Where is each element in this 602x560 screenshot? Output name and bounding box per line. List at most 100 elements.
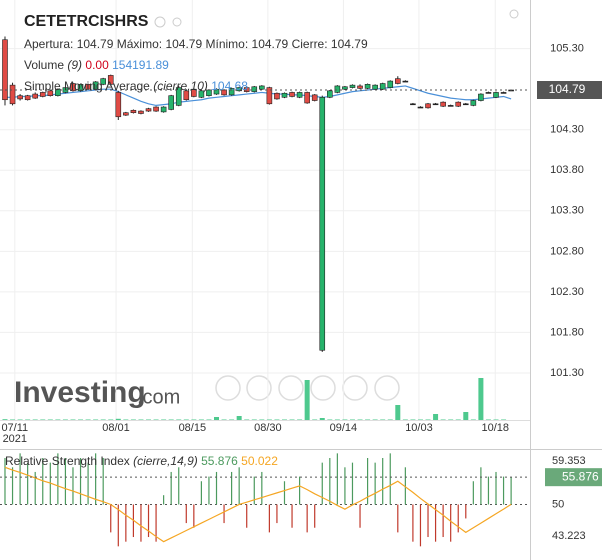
candle-body [17, 95, 23, 100]
candle-body [55, 88, 61, 96]
y-tick-label: 103.80 [550, 164, 584, 176]
candle-body [206, 89, 212, 96]
legend-text: 104.68 [211, 79, 248, 93]
candle-body [304, 92, 310, 104]
volume-bar [115, 418, 121, 420]
candle-body [130, 109, 137, 114]
candle-body [281, 92, 288, 98]
rsi-legend: Relative Strength Index (cierre,14,9) 55… [5, 454, 278, 468]
volume-bar [229, 419, 235, 420]
candle-body [145, 108, 152, 112]
nav-button[interactable] [310, 375, 336, 401]
candle-body [395, 78, 401, 84]
candle-body [9, 84, 16, 105]
candle-body [379, 83, 386, 90]
nav-button[interactable] [374, 375, 400, 401]
rsi-tag-label: 55.876 [562, 469, 599, 483]
candle-body [327, 90, 333, 98]
icon[interactable] [154, 16, 166, 28]
icon[interactable] [172, 17, 182, 27]
icon[interactable] [509, 9, 519, 19]
candle-body [198, 90, 205, 98]
volume-bar [70, 419, 76, 420]
volume-bar [334, 419, 340, 420]
volume-bar [478, 378, 484, 420]
volume-bar [274, 419, 280, 420]
candle-body [357, 85, 363, 89]
volume-bar [25, 419, 31, 420]
candle-body [160, 106, 167, 113]
volume-bar [17, 419, 23, 420]
volume-bar [191, 419, 197, 420]
volume-bar [380, 419, 386, 420]
volume-bar [425, 419, 431, 420]
candle-body [85, 84, 91, 90]
candle-body [455, 101, 462, 107]
year-label: 2021 [3, 433, 27, 445]
legend-text: (cierre,14,9) [133, 454, 198, 468]
y-tick-label: 102.80 [550, 245, 584, 257]
candle-body [500, 92, 507, 94]
volume-bar [395, 405, 401, 420]
volume-bar [485, 419, 491, 420]
candle-body [478, 93, 484, 101]
nav-button[interactable] [246, 375, 272, 401]
volume-bar [266, 419, 272, 420]
legend-text: (9) [67, 58, 82, 72]
volume-bar [312, 419, 318, 420]
candle-body [289, 92, 295, 97]
legend-text: 50.022 [241, 454, 278, 468]
candle-body [349, 84, 356, 88]
candle-body [100, 78, 106, 85]
volume-bar [2, 419, 8, 420]
nav-button[interactable] [278, 375, 304, 401]
y-tick-label: 101.30 [550, 367, 584, 379]
volume-bar [281, 419, 287, 420]
volume-bar [501, 419, 507, 420]
legend-text: Apertura: [24, 37, 73, 51]
candle-body [32, 93, 39, 99]
legend-text: 104.79 [252, 37, 289, 51]
candle-body [440, 101, 446, 107]
candle-body [493, 92, 499, 98]
volume-bar [32, 419, 38, 420]
legend-text: Mínimo: [205, 37, 248, 51]
volume-bar [448, 419, 454, 420]
legend-text: Simple Moving Average [24, 79, 150, 93]
volume-bar [251, 419, 257, 420]
volume-bar [387, 419, 393, 420]
candle-body [213, 88, 220, 95]
candle-body [296, 92, 303, 98]
candle-body [175, 87, 182, 106]
volume-bar [259, 419, 265, 420]
candle-body [447, 105, 454, 107]
legend-text: 104.79 [77, 37, 114, 51]
legend-text: 154191.89 [112, 58, 169, 72]
y-tick-label: 43.223 [552, 530, 586, 542]
volume-bar [342, 419, 348, 420]
legend-text: 104.79 [331, 37, 368, 51]
candle-body [470, 100, 477, 106]
volume-bar [47, 419, 53, 420]
volume-bar [78, 419, 84, 420]
legend-text: (cierre,10) [153, 79, 208, 93]
price-tag-label: 104.79 [549, 82, 586, 96]
candle-body [342, 86, 348, 90]
volume-bar [410, 419, 416, 420]
candle-body [319, 96, 326, 351]
sma-line [4, 85, 512, 107]
nav-button[interactable] [215, 375, 241, 401]
y-tick-label: 104.30 [550, 124, 584, 136]
volume-bar [123, 419, 129, 420]
candle-body [485, 92, 492, 94]
candle-body [274, 92, 280, 100]
volume-bar [470, 419, 476, 420]
logo: Investing [14, 376, 146, 409]
logo-suffix: .com [137, 386, 180, 408]
sma-legend: Simple Moving Average (cierre,10) 104.68 [24, 79, 248, 93]
y-tick-label: 102.30 [550, 286, 584, 298]
volume-bar [349, 419, 355, 420]
volume-bar [493, 419, 499, 420]
legend-text: 0.00 [85, 58, 109, 72]
volume-bar [244, 419, 250, 420]
